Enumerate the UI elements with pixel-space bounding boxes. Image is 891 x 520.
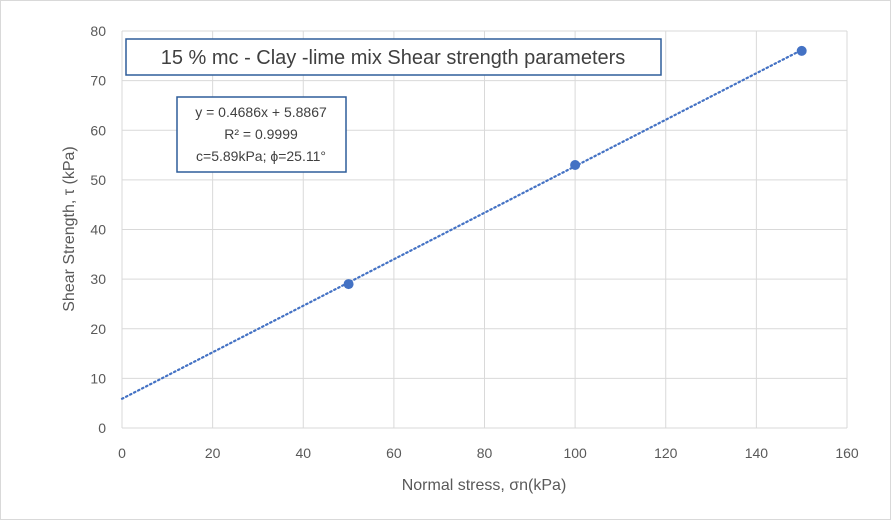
x-tick-label: 100: [563, 445, 587, 461]
x-axis-title: Normal stress, σn(kPa): [402, 477, 567, 494]
equation-box: [176, 96, 347, 173]
trendline: [120, 48, 803, 400]
data-point: [796, 45, 807, 56]
tick-labels: 0 10 20 30 40 50 60 70 80 0 20 40 60 80 100 120 140 160: [90, 23, 858, 461]
data-point: [343, 279, 354, 290]
x-tick-label: 120: [654, 445, 678, 461]
y-tick-label: 40: [90, 222, 106, 238]
data-points: [343, 45, 807, 290]
x-tick-label: 60: [386, 445, 402, 461]
x-tick-label: 40: [295, 445, 311, 461]
trendline-equation: y = 0.4686x + 5.8867: [195, 104, 327, 120]
y-tick-label: 20: [90, 321, 106, 337]
data-point: [570, 159, 581, 170]
y-tick-label: 0: [98, 420, 106, 436]
y-tick-label: 70: [90, 73, 106, 89]
x-tick-label: 80: [477, 445, 493, 461]
y-tick-label: 80: [90, 23, 106, 39]
trendline-path: [120, 48, 803, 400]
y-tick-label: 50: [90, 172, 106, 188]
x-tick-label: 160: [835, 445, 859, 461]
y-tick-label: 60: [90, 122, 106, 138]
y-axis-title: Shear Strength, τ (kPa): [61, 146, 78, 312]
gridlines: [121, 30, 848, 429]
y-tick-label: 30: [90, 271, 106, 287]
chart-title: 15 % mc - Clay -lime mix Shear strength …: [161, 47, 626, 69]
x-tick-label: 20: [205, 445, 221, 461]
chart-title-box: [125, 38, 662, 76]
r-squared-label: R² = 0.9999: [224, 126, 298, 142]
y-tick-label: 10: [90, 370, 106, 386]
x-tick-label: 0: [118, 445, 126, 461]
x-tick-label: 140: [745, 445, 769, 461]
shear-parameters-label: c=5.89kPa; ϕ=25.11°: [196, 148, 326, 164]
